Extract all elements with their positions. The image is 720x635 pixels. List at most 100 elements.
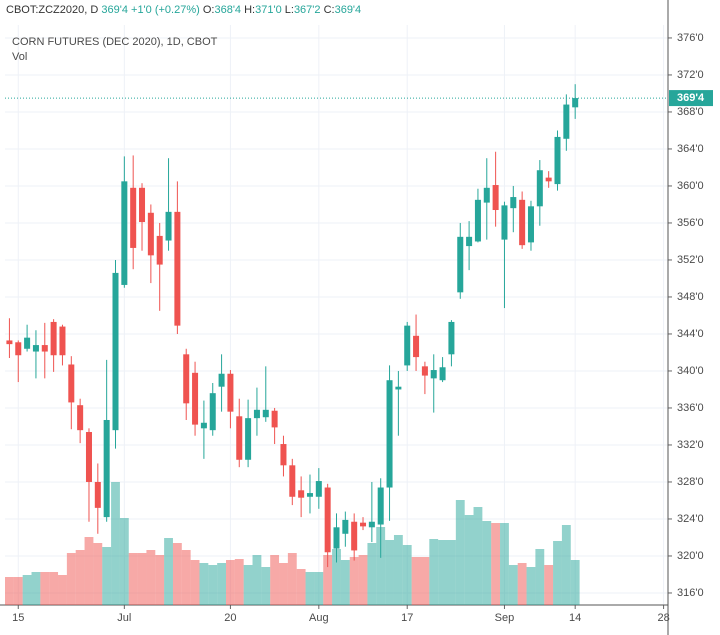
y-tick-label: 336'0 [677, 402, 704, 414]
o-label: O: [202, 4, 215, 16]
volume-bar [243, 565, 253, 605]
volume-bar [491, 523, 501, 605]
volume-bar [544, 565, 554, 605]
volume-bar [172, 543, 182, 605]
volume-bar [128, 553, 138, 605]
symbol: CBOT:ZCZ2020, D [6, 4, 99, 16]
candle-body [139, 187, 146, 223]
volume-bar [146, 550, 156, 605]
volume-bar [473, 507, 483, 605]
candle-body [289, 465, 296, 497]
y-tick-label: 340'0 [677, 365, 704, 377]
candle-body [262, 409, 269, 418]
candle-body [121, 181, 128, 285]
candle-body [103, 419, 110, 518]
volume-bar [155, 555, 165, 605]
x-tick-label: 17 [401, 612, 413, 624]
candle-body [554, 136, 561, 185]
last-price-label: 369'4 [677, 92, 705, 104]
candle-body [306, 493, 313, 497]
candle-body [165, 211, 172, 241]
candle-body [572, 98, 579, 108]
candle-body [15, 342, 22, 356]
volume-bar [535, 549, 545, 605]
volume-bar [402, 545, 412, 605]
volume-bar [49, 572, 59, 605]
y-tick-label: 372'0 [677, 69, 704, 81]
candle-body [351, 521, 358, 551]
volume-bar [5, 577, 14, 605]
candle-body [271, 410, 278, 428]
volume-bar [376, 527, 386, 605]
candle-body [85, 432, 92, 482]
candle-body [200, 422, 207, 429]
volume-bar [279, 563, 288, 605]
x-tick-label: Sep [495, 612, 515, 624]
candle-body [41, 345, 48, 352]
h-label: H: [244, 4, 256, 16]
last-price-box [669, 90, 713, 107]
volume-bar [75, 550, 85, 605]
candle-body [404, 325, 411, 366]
candle-body [386, 380, 393, 488]
volume-bar [58, 575, 67, 605]
volume-bar [332, 549, 341, 605]
volume-bar [561, 525, 571, 605]
x-tick-label: 15 [12, 612, 24, 624]
volume-bar [305, 572, 315, 605]
volume-bar [13, 577, 23, 605]
volume-bar [84, 537, 94, 605]
volume-bar [517, 563, 527, 605]
header: CBOT:ZCZ2020, D 369'4 +1'0 (+0.27%) O:36… [6, 4, 361, 16]
volume-bar [508, 565, 518, 605]
o: 368'4 [214, 4, 242, 16]
y-tick-label: 368'0 [677, 106, 704, 118]
candle-body [430, 370, 437, 379]
candle-body [183, 354, 190, 404]
volume-bar [119, 518, 129, 605]
volume-bar [261, 567, 271, 605]
volume-bar [234, 559, 244, 605]
candle-body [94, 481, 101, 508]
volume-bar [393, 535, 403, 605]
candle-body [536, 170, 543, 207]
volume-bar [226, 560, 235, 605]
volume-bar [31, 572, 41, 605]
volume-bar [464, 515, 474, 605]
volume-bar [66, 553, 76, 605]
candle-body [342, 519, 349, 534]
y-tick-label: 360'0 [677, 180, 704, 192]
candle-body [439, 367, 446, 381]
candle-body [519, 199, 526, 246]
y-tick-label: 352'0 [677, 254, 704, 266]
volume-bar [102, 547, 112, 605]
y-tick-label: 320'0 [677, 550, 704, 562]
candle-body [192, 372, 199, 425]
volume-bar [22, 575, 32, 605]
c: 369'4 [334, 4, 362, 16]
candle-body [413, 335, 420, 358]
volume-bar [190, 560, 200, 605]
volume-bar [358, 555, 368, 605]
candle-body [395, 386, 402, 390]
x-tick-label: 28 [657, 612, 669, 624]
candle-body [174, 211, 181, 326]
x-tick-label: 20 [224, 612, 236, 624]
candle-body [360, 522, 367, 527]
candle-body [324, 487, 331, 553]
candle-body [112, 272, 119, 431]
volume-bar [455, 500, 465, 605]
volume-bar [181, 550, 191, 605]
candle-body [492, 185, 499, 211]
volume-bar [93, 543, 103, 605]
x-tick-label: Jul [117, 612, 131, 624]
candle-body [24, 337, 31, 349]
volume-bar [208, 565, 218, 605]
candle-body [448, 321, 455, 355]
volume-bar [526, 567, 536, 605]
candle-body [130, 187, 137, 248]
volume-bar [482, 521, 492, 605]
volume-bar [217, 563, 226, 605]
candle-body [32, 345, 39, 352]
volume-bar [111, 482, 120, 605]
